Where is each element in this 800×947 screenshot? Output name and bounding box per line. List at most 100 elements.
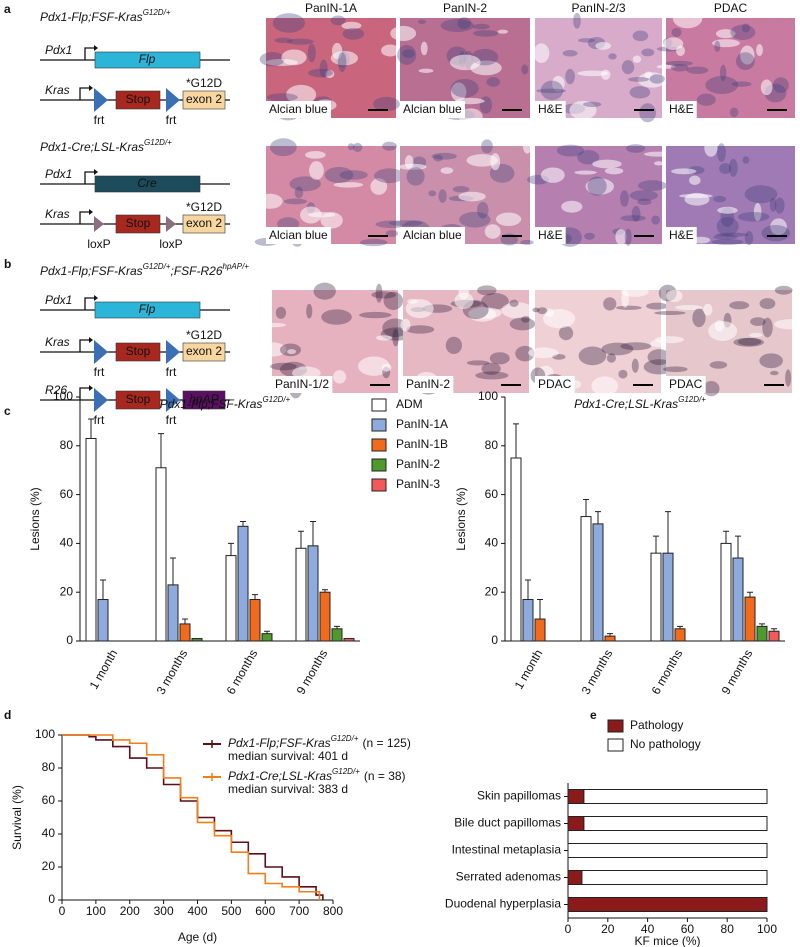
legend-swatch [371, 398, 387, 412]
tissue-texture [595, 42, 612, 50]
tissue-texture [637, 72, 666, 88]
tissue-texture [330, 15, 346, 26]
bar [720, 542, 732, 642]
promoter-arrow [84, 171, 94, 184]
category-label: Duodenal hyperplasia [445, 897, 561, 911]
stain-caption: PDAC [669, 377, 703, 391]
site-label: frt [166, 365, 177, 379]
bar [179, 623, 191, 642]
x-tick-label: 700 [289, 904, 309, 918]
tissue-texture [521, 64, 529, 75]
tissue-texture [552, 75, 565, 92]
legend-swatch [371, 478, 387, 492]
superscript: G12D/+ [144, 138, 172, 147]
caption-bg [535, 101, 566, 118]
gene-label: Pdx1 [45, 293, 72, 307]
bar [331, 628, 343, 642]
tissue-texture [360, 238, 388, 247]
tissue-texture [533, 43, 550, 63]
tissue-texture [715, 29, 736, 39]
stop-box [115, 390, 161, 410]
caption-bg [272, 376, 333, 393]
error-bar [88, 418, 94, 439]
tissue-texture [309, 161, 324, 180]
tissue-texture [643, 151, 674, 157]
tissue-texture [497, 29, 509, 34]
tissue-texture [320, 212, 343, 229]
error-bar [735, 535, 741, 559]
tissue-texture [704, 138, 718, 157]
stop-box [115, 342, 161, 362]
tissue-texture [281, 49, 307, 66]
exon-label: exon 2 [186, 92, 222, 106]
tissue-texture [692, 308, 706, 328]
bar-segment [581, 870, 768, 885]
tissue-texture [676, 45, 685, 57]
error-bar [537, 599, 543, 620]
mutation-label: *G12D [186, 76, 222, 90]
caption-bg [400, 101, 466, 118]
tissue-texture [405, 299, 434, 319]
tissue-texture [400, 318, 411, 332]
tissue-texture [713, 195, 727, 203]
tissue-texture [708, 321, 738, 341]
tissue-texture [509, 299, 519, 307]
tissue-texture [621, 289, 629, 308]
error-bar [252, 594, 258, 600]
tissue-texture [714, 40, 721, 52]
tissue-texture [260, 322, 287, 328]
tissue-texture [582, 101, 602, 108]
tissue-texture [574, 170, 597, 175]
tissue-texture [603, 297, 617, 311]
bar [604, 635, 616, 642]
recombinase-label: Flp [139, 302, 156, 316]
tissue-texture [756, 44, 763, 56]
tissue-texture [761, 224, 790, 242]
tissue-texture [450, 82, 467, 102]
error-bar [264, 630, 270, 634]
exon-box [182, 90, 226, 110]
tissue-texture [347, 143, 355, 151]
stop-box [115, 214, 161, 234]
y-tick-label: 100 [478, 389, 498, 403]
tissue-texture [620, 190, 629, 207]
tissue-texture [601, 342, 634, 356]
tissue-texture [639, 103, 656, 123]
tissue-texture [352, 142, 363, 153]
caption-bg [266, 227, 332, 244]
tissue-texture [537, 307, 548, 315]
bar [756, 625, 768, 642]
tissue-texture [540, 167, 565, 183]
tissue-texture [604, 167, 624, 175]
y-tick-label: 20 [60, 584, 74, 598]
frt-site [94, 388, 108, 412]
tissue-texture [428, 190, 437, 197]
tissue-texture [716, 216, 739, 236]
gene-label: Pdx1 [45, 167, 72, 181]
panel-label: e [590, 708, 597, 722]
bar-segment [567, 870, 583, 885]
site-label: frt [94, 365, 105, 379]
recombinase-box [94, 301, 201, 319]
x-axis-label: KF mice (%) [635, 934, 701, 947]
x-tick-label: 300 [154, 904, 174, 918]
loxp-site [166, 216, 176, 232]
tissue-texture [647, 349, 671, 366]
error-bar [310, 520, 316, 546]
error-bar [334, 625, 340, 629]
x-tick-label: 100 [757, 922, 777, 936]
title-part: ;FSF-R26 [170, 264, 222, 278]
error-bar [771, 628, 777, 632]
tissue-texture [466, 154, 498, 167]
frt-site [166, 88, 180, 112]
x-tick-label: 0 [565, 922, 572, 936]
gene-label: Kras [45, 207, 70, 221]
panel-label: a [4, 2, 11, 16]
column-header: PDAC [714, 1, 748, 15]
y-axis-label: Lesions (%) [28, 487, 42, 550]
tissue-texture [762, 317, 773, 338]
frt-site [94, 340, 108, 364]
tissue-texture [608, 53, 617, 60]
tissue-texture [324, 166, 354, 183]
tissue-texture [306, 303, 313, 319]
